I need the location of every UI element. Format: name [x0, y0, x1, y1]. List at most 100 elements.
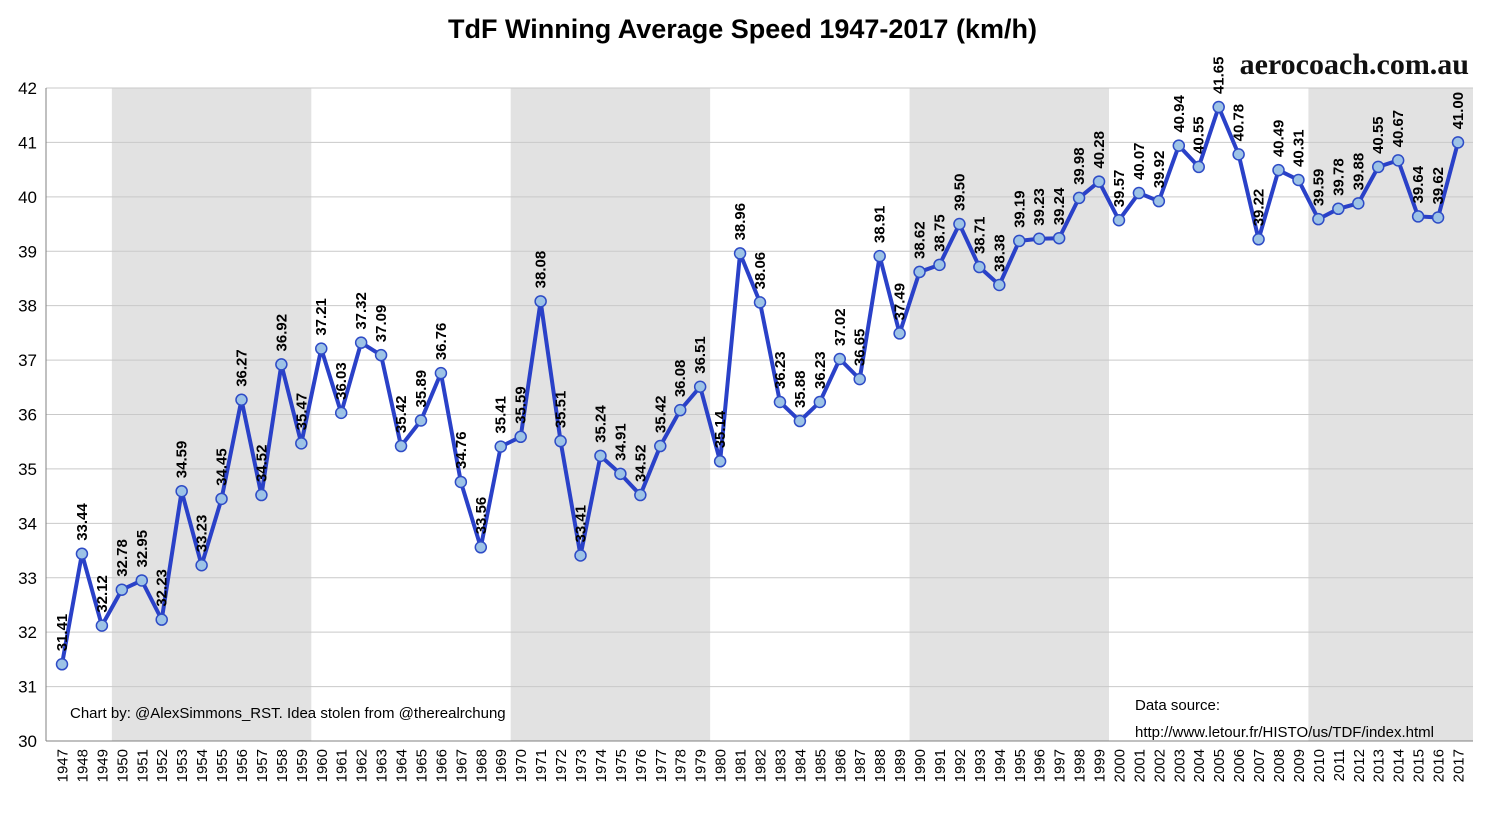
data-point: [654, 439, 667, 453]
x-tick-label: 1959: [294, 749, 311, 782]
data-point: [95, 619, 109, 632]
data-point: [1232, 148, 1245, 161]
data-label: 35.14: [712, 410, 729, 448]
y-tick-label: 31: [18, 678, 37, 697]
data-point: [893, 327, 906, 340]
data-point: [1371, 160, 1385, 174]
x-tick-label: 1991: [932, 749, 949, 782]
x-tick-label: 1956: [234, 749, 251, 782]
x-tick-label: 1999: [1092, 749, 1109, 782]
y-tick-label: 40: [18, 188, 37, 207]
data-point: [434, 366, 448, 380]
data-label: 36.23: [772, 351, 789, 389]
x-tick-label: 2006: [1231, 749, 1248, 782]
data-label: 33.41: [573, 505, 590, 543]
x-tick-label: 1954: [194, 749, 211, 782]
x-tick-label: 1963: [374, 749, 391, 782]
y-tick-label: 30: [18, 732, 37, 751]
data-label: 40.55: [1191, 116, 1208, 154]
data-label: 40.28: [1091, 131, 1108, 169]
data-point: [673, 403, 687, 417]
y-tick-label: 38: [18, 297, 37, 316]
x-tick-label: 1953: [174, 749, 191, 782]
data-point: [813, 395, 827, 409]
data-label: 39.92: [1151, 151, 1168, 189]
data-label: 38.06: [752, 252, 769, 290]
data-label: 41.00: [1450, 92, 1467, 130]
data-label: 34.59: [174, 441, 191, 479]
data-point: [753, 296, 767, 309]
data-point: [75, 547, 89, 561]
data-point: [853, 372, 866, 386]
data-source-note: Data source: http://www.letour.fr/HISTO/…: [1135, 692, 1434, 746]
data-label: 32.78: [114, 539, 131, 577]
y-tick-label: 37: [18, 351, 37, 370]
data-point: [295, 437, 308, 450]
data-label: 32.95: [134, 530, 151, 568]
data-point: [1272, 163, 1285, 177]
data-point: [1052, 231, 1066, 245]
data-point: [1352, 197, 1365, 210]
x-tick-label: 1952: [154, 749, 171, 782]
x-tick-label: 2016: [1431, 749, 1448, 782]
data-label: 40.55: [1370, 116, 1387, 154]
data-point: [733, 247, 747, 260]
data-label: 36.65: [852, 329, 869, 367]
data-label: 40.31: [1290, 129, 1307, 167]
x-tick-label: 1969: [493, 749, 510, 782]
x-tick-label: 2014: [1391, 749, 1408, 782]
data-point: [913, 265, 926, 279]
y-tick-label: 39: [18, 242, 37, 261]
data-label: 37.21: [313, 298, 330, 336]
data-point: [414, 414, 428, 427]
x-tick-label: 1951: [134, 749, 151, 782]
data-point: [275, 358, 288, 371]
x-tick-label: 1960: [314, 749, 331, 782]
y-tick-label: 32: [18, 623, 37, 642]
data-point: [1212, 100, 1225, 114]
data-point: [713, 455, 727, 468]
x-tick-label: 1985: [812, 749, 829, 782]
data-label: 35.89: [413, 370, 430, 408]
data-label: 32.23: [154, 569, 171, 607]
data-point: [394, 439, 408, 453]
x-tick-label: 2012: [1351, 749, 1368, 782]
x-tick-label: 1955: [214, 749, 231, 782]
data-point: [953, 217, 966, 231]
x-tick-label: 2013: [1371, 749, 1388, 782]
data-point: [494, 440, 507, 453]
x-tick-label: 1962: [354, 749, 371, 782]
x-tick-label: 2011: [1331, 749, 1348, 781]
data-point: [1112, 213, 1126, 227]
data-label: 35.59: [513, 386, 530, 424]
x-tick-label: 1986: [832, 749, 849, 782]
data-point: [973, 260, 986, 274]
x-tick-label: 1981: [733, 749, 750, 782]
data-label: 35.88: [792, 370, 809, 408]
data-label: 41.65: [1211, 56, 1228, 94]
data-point: [873, 249, 886, 263]
data-point: [614, 467, 627, 481]
data-point: [1192, 160, 1205, 174]
x-tick-label: 2008: [1271, 749, 1288, 782]
x-tick-label: 2002: [1151, 749, 1168, 782]
data-point: [1391, 154, 1405, 167]
data-label: 39.98: [1071, 147, 1088, 185]
x-tick-label: 2015: [1411, 749, 1428, 782]
data-point: [1013, 234, 1026, 248]
data-label: 33.56: [473, 497, 490, 535]
data-label: 34.52: [253, 444, 270, 482]
y-tick-label: 33: [18, 569, 37, 588]
data-label: 36.51: [692, 336, 709, 374]
data-label: 38.08: [533, 251, 550, 289]
data-label: 38.91: [872, 206, 889, 244]
y-tick-label: 36: [18, 406, 37, 425]
x-tick-label: 2001: [1131, 749, 1148, 782]
data-label: 36.23: [812, 351, 829, 389]
data-label: 39.22: [1251, 189, 1268, 227]
x-tick-label: 1949: [94, 749, 111, 782]
x-tick-label: 1975: [613, 749, 630, 782]
x-tick-label: 1987: [852, 749, 869, 782]
